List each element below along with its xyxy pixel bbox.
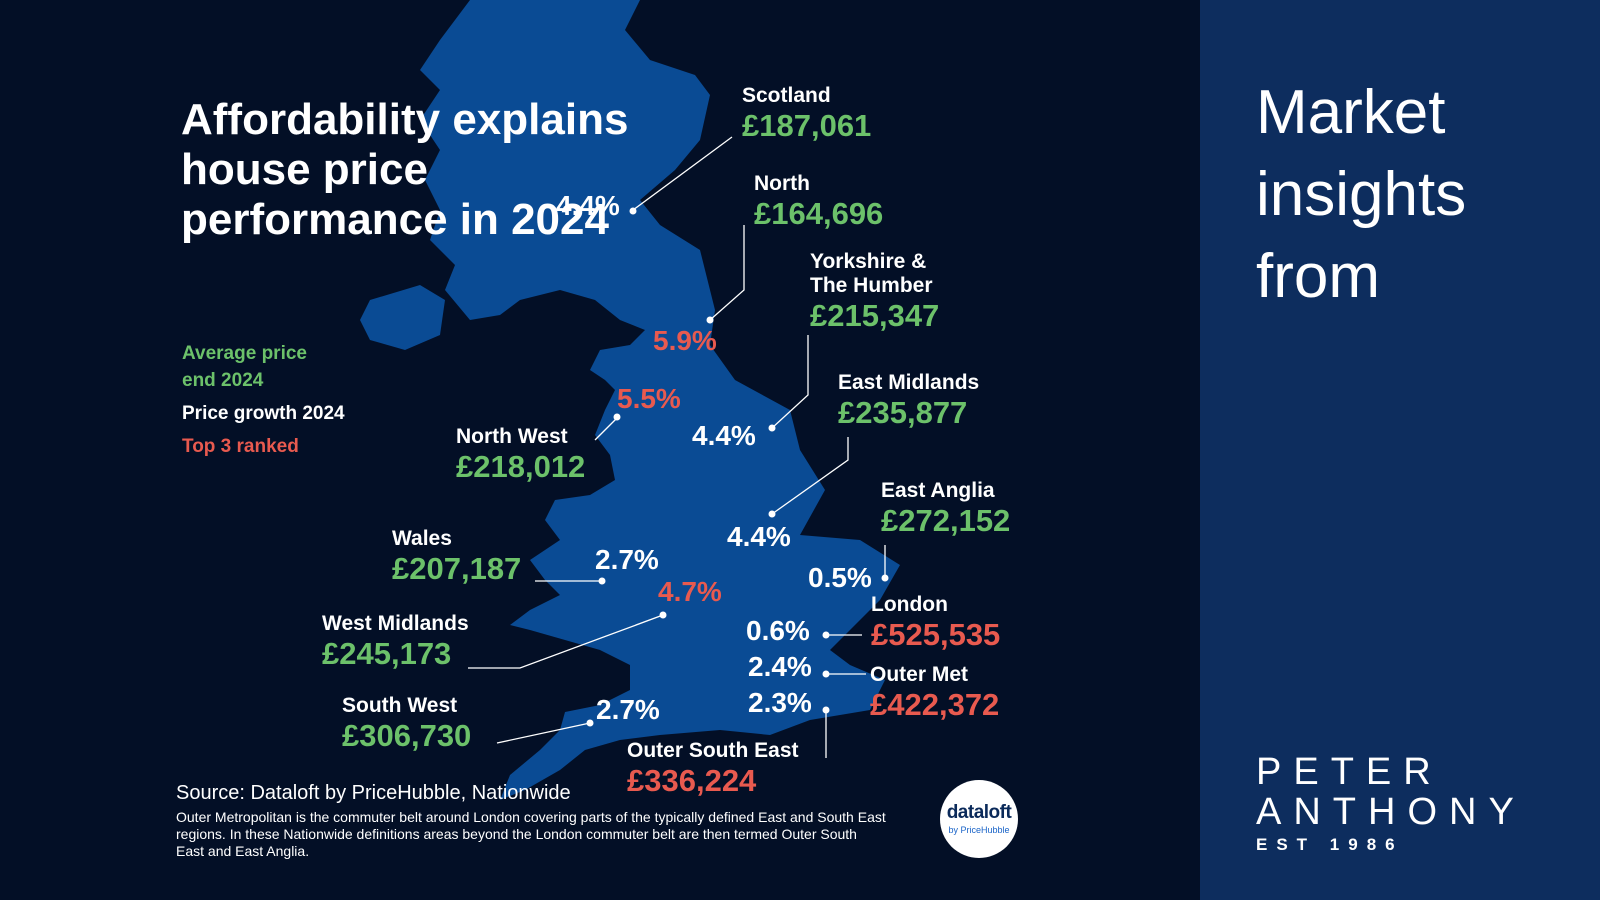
region-price: £525,535: [871, 617, 1001, 652]
marker-yorkshire: [768, 424, 776, 432]
growth-south-west: 2.7%: [596, 694, 660, 725]
dataloft-logo-sub: by PriceHubble: [948, 825, 1010, 835]
region-name: North: [754, 172, 810, 195]
region-outer-south-east: Outer South East £336,224: [627, 739, 799, 799]
region-price: £207,187: [392, 551, 522, 586]
growth-yorkshire: 4.4%: [692, 420, 756, 451]
marker-south-west: [586, 719, 594, 727]
leader-line-north: [709, 225, 745, 321]
region-name: North West: [456, 425, 568, 448]
growth-outer-met: 2.4%: [748, 651, 812, 682]
region-price: £272,152: [881, 503, 1011, 538]
great-britain-shape: [420, 0, 900, 800]
growth-outer-south-east: 2.3%: [748, 687, 812, 718]
uk-map: [360, 0, 900, 800]
side-panel: Market insights from PETER ANTHONY EST 1…: [1200, 0, 1600, 900]
growth-london: 0.6%: [746, 615, 810, 646]
region-name: Outer South East: [627, 739, 799, 762]
growth-east-anglia: 0.5%: [808, 562, 872, 593]
region-price: £422,372: [870, 687, 1000, 722]
marker-west-midlands: [659, 611, 667, 619]
region-name: East Midlands: [838, 371, 980, 394]
region-west-midlands: West Midlands £245,173: [322, 612, 469, 672]
marker-north-west: [613, 413, 621, 421]
region-price: £336,224: [627, 763, 757, 798]
region-name: Scotland: [742, 84, 831, 107]
region-south-west: South West £306,730: [342, 694, 471, 754]
growth-wales: 2.7%: [595, 544, 659, 575]
region-yorkshire: Yorkshire & The Humber £215,347: [810, 250, 960, 334]
legend: Average price end 2024 Price growth 2024…: [182, 340, 345, 460]
region-price: £187,061: [742, 108, 872, 143]
region-wales: Wales £207,187: [392, 527, 521, 587]
brand-line-2: ANTHONY: [1256, 791, 1526, 833]
dataloft-logo-name: dataloft: [946, 802, 1012, 823]
growth-north-west: 5.5%: [617, 383, 681, 414]
region-north: North £164,696: [754, 172, 883, 232]
legend-price-growth: Price growth 2024: [182, 403, 345, 424]
growth-north: 5.9%: [653, 325, 717, 356]
region-north-west: North West £218,012: [456, 425, 585, 485]
marker-outer-south-east: [822, 706, 830, 714]
legend-top-3: Top 3 ranked: [182, 436, 299, 457]
region-outer-met: Outer Met £422,372: [870, 663, 999, 723]
region-scotland: Scotland £187,061: [742, 84, 871, 144]
region-name: East Anglia: [881, 479, 995, 502]
marker-wales: [598, 577, 606, 585]
leader-line-yorkshire: [771, 335, 809, 429]
region-price: £164,696: [754, 196, 884, 231]
infographic-title: Affordability explains house price perfo…: [181, 95, 629, 244]
legend-average-price: Average price end 2024: [182, 343, 307, 391]
region-name: South West: [342, 694, 458, 717]
marker-north: [706, 316, 714, 324]
region-price: £235,877: [838, 395, 968, 430]
region-name: Yorkshire & The Humber: [810, 250, 933, 297]
marker-east-anglia: [881, 574, 889, 582]
marker-outer-met: [822, 670, 830, 678]
region-name: Wales: [392, 527, 452, 550]
region-name: London: [871, 593, 948, 616]
leader-line-scotland: [632, 136, 733, 211]
source-text: Source: Dataloft by PriceHubble, Nationw…: [176, 782, 571, 804]
infographic: Affordability explains house price perfo…: [176, 0, 1018, 859]
region-name: West Midlands: [322, 612, 469, 635]
marker-scotland: [629, 207, 637, 215]
region-price: £245,173: [322, 636, 452, 671]
leader-line-east-midlands: [771, 437, 849, 515]
region-price: £215,347: [810, 298, 940, 333]
growth-east-midlands: 4.4%: [727, 521, 791, 552]
growth-scotland: 4.4%: [556, 190, 620, 221]
dataloft-logo: dataloft by PriceHubble: [940, 780, 1018, 858]
marker-london: [822, 631, 830, 639]
region-london: London £525,535: [871, 593, 1000, 653]
leader-line-south-west: [496, 722, 591, 744]
peter-anthony-logo: PETER ANTHONY EST 1986: [1256, 752, 1526, 856]
region-east-anglia: East Anglia £272,152: [881, 479, 1010, 539]
marker-east-midlands: [768, 510, 776, 518]
northern-ireland-shape: [360, 285, 445, 350]
brand-line-1: PETER: [1256, 751, 1443, 793]
side-title: Market insights from: [1256, 78, 1467, 311]
region-name: Outer Met: [870, 663, 969, 686]
footnote: Outer Metropolitan is the commuter belt …: [176, 809, 886, 859]
region-east-midlands: East Midlands £235,877: [838, 371, 979, 431]
leader-line-west-midlands: [468, 614, 664, 669]
region-price: £218,012: [456, 449, 586, 484]
brand-line-3: EST 1986: [1256, 835, 1404, 854]
leader-line-north-west: [594, 417, 618, 441]
region-price: £306,730: [342, 718, 472, 753]
growth-west-midlands: 4.7%: [658, 576, 722, 607]
